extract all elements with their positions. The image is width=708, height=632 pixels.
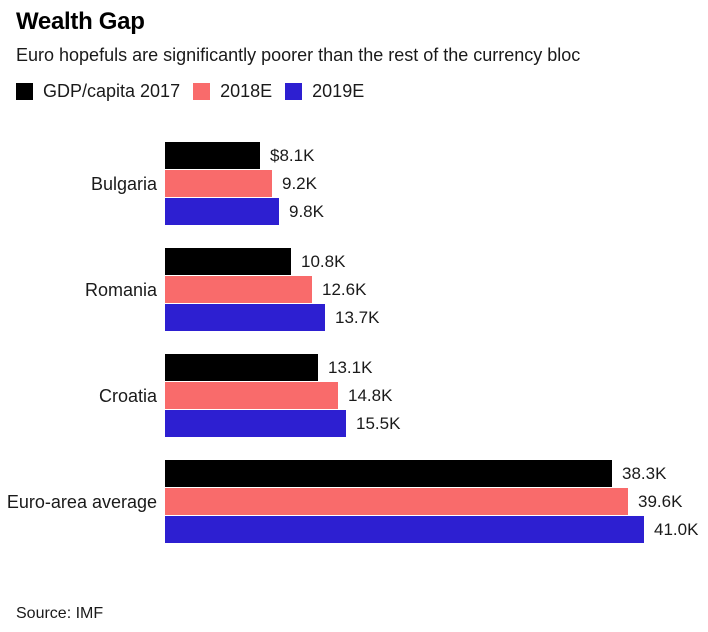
bar-row: 14.8K <box>165 382 708 409</box>
chart-header: Wealth Gap Euro hopefuls are significant… <box>0 0 708 66</box>
bar-stack: $8.1K 9.2K 9.8K <box>165 142 708 225</box>
bar-row: 15.5K <box>165 410 708 437</box>
bar-2018e <box>165 382 338 409</box>
bar-row: 9.2K <box>165 170 708 197</box>
legend-label: GDP/capita 2017 <box>43 81 181 101</box>
bar-chart: Bulgaria $8.1K 9.2K 9.8K Romania 10.8K 12.6K 13… <box>0 142 708 543</box>
category-label: Romania <box>84 279 157 300</box>
legend-label: 2018E <box>220 81 273 101</box>
legend-item: GDP/capita 2017 <box>16 81 180 102</box>
legend-item: 2018E <box>193 81 272 102</box>
value-label: 9.2K <box>282 173 317 193</box>
bar-row: 39.6K <box>165 488 708 515</box>
value-label: 38.3K <box>622 463 667 483</box>
category-group: Bulgaria $8.1K 9.2K 9.8K <box>0 142 708 225</box>
bar-2019e <box>165 516 644 543</box>
chart-subtitle: Euro hopefuls are significantly poorer t… <box>16 45 581 65</box>
value-label: $8.1K <box>270 145 315 165</box>
bar-row: 13.1K <box>165 354 708 381</box>
bar-row: 10.8K <box>165 248 708 275</box>
legend-label: 2019E <box>312 81 365 101</box>
bar-2018e <box>165 170 272 197</box>
legend-swatch-gdp-2017 <box>16 83 33 100</box>
category-group: Euro-area average 38.3K 39.6K 41.0K <box>0 460 708 543</box>
source-note: Source: IMF <box>16 605 104 622</box>
category-group: Croatia 13.1K 14.8K 15.5K <box>0 354 708 437</box>
bar-gdp-capita-2017 <box>165 142 260 169</box>
bar-gdp-capita-2017 <box>165 460 612 487</box>
bar-2019e <box>165 304 325 331</box>
bar-2018e <box>165 488 628 515</box>
value-label: 14.8K <box>348 385 393 405</box>
bar-2019e <box>165 198 279 225</box>
chart-legend: GDP/capita 2017 2018E 2019E <box>16 81 708 102</box>
value-label: 9.8K <box>289 201 324 221</box>
category-label: Euro-area average <box>6 491 157 512</box>
category-label: Croatia <box>98 385 157 406</box>
category-group: Romania 10.8K 12.6K 13.7K <box>0 248 708 331</box>
value-label: 12.6K <box>322 279 367 299</box>
bar-gdp-capita-2017 <box>165 354 318 381</box>
value-label: 13.7K <box>335 307 380 327</box>
bar-stack: 13.1K 14.8K 15.5K <box>165 354 708 437</box>
legend-item: 2019E <box>285 81 364 102</box>
chart-title: Wealth Gap <box>16 8 145 35</box>
bar-row: 41.0K <box>165 516 708 543</box>
legend-swatch-2018e <box>193 83 211 100</box>
bar-2019e <box>165 410 346 437</box>
bar-row: 9.8K <box>165 198 708 225</box>
legend-swatch-2019e <box>285 83 303 100</box>
bar-stack: 10.8K 12.6K 13.7K <box>165 248 708 331</box>
bar-stack: 38.3K 39.6K 41.0K <box>165 460 708 543</box>
value-label: 41.0K <box>654 519 699 539</box>
value-label: 39.6K <box>638 491 683 511</box>
bar-row: $8.1K <box>165 142 708 169</box>
value-label: 15.5K <box>356 413 401 433</box>
category-label: Bulgaria <box>90 173 157 194</box>
bar-row: 38.3K <box>165 460 708 487</box>
bar-gdp-capita-2017 <box>165 248 291 275</box>
bar-2018e <box>165 276 312 303</box>
bar-row: 13.7K <box>165 304 708 331</box>
bar-row: 12.6K <box>165 276 708 303</box>
value-label: 10.8K <box>301 251 346 271</box>
value-label: 13.1K <box>328 357 373 377</box>
